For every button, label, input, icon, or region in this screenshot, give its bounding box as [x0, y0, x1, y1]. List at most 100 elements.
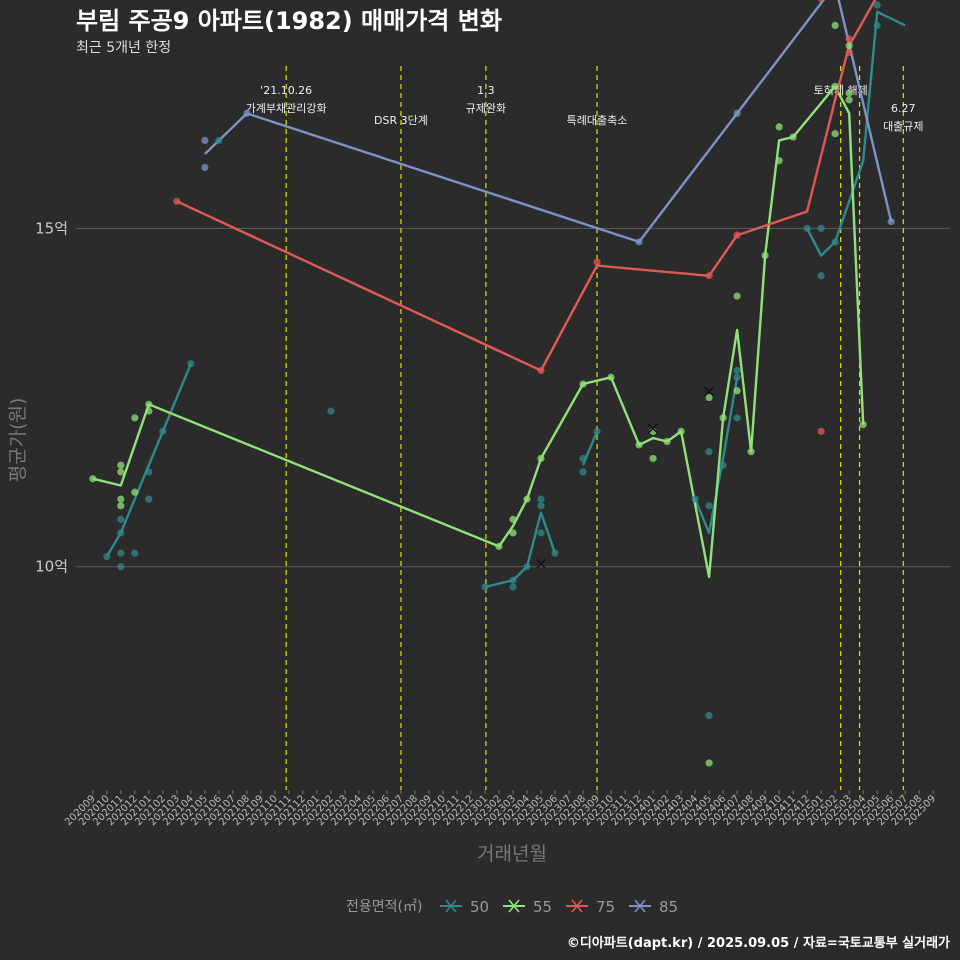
legend-item-55: 55 — [503, 898, 552, 916]
data-point-55 — [117, 495, 125, 503]
data-point-75 — [845, 35, 853, 43]
data-point-55 — [649, 427, 657, 435]
data-point-85 — [635, 238, 643, 246]
data-point-55 — [131, 488, 139, 496]
data-point-50 — [481, 583, 489, 591]
data-point-50 — [705, 448, 713, 456]
x-marker: × — [646, 418, 661, 439]
data-point-55 — [537, 454, 545, 463]
data-point-50 — [691, 495, 699, 503]
data-point-55 — [775, 123, 783, 131]
legend: 전용면적(㎡) 50 55 75 85 — [346, 898, 678, 916]
data-point-50 — [817, 272, 825, 280]
data-point-50 — [187, 360, 195, 368]
data-point-55 — [705, 393, 713, 402]
data-point-85 — [733, 109, 741, 117]
y-tick-label: 15억 — [35, 219, 68, 237]
data-point-50 — [803, 224, 811, 232]
data-point-55 — [719, 414, 727, 422]
data-point-50 — [327, 407, 335, 415]
data-point-55 — [705, 759, 713, 767]
data-point-55 — [845, 89, 853, 97]
legend-item-50: 50 — [440, 898, 489, 916]
data-point-55 — [509, 529, 517, 537]
legend-label: 55 — [533, 898, 552, 916]
data-point-55 — [495, 542, 503, 551]
data-point-55 — [761, 251, 769, 260]
legend-label: 50 — [470, 898, 489, 916]
data-point-55 — [131, 414, 139, 422]
data-point-50 — [831, 238, 839, 246]
event-label: '21.10.26 — [260, 84, 312, 97]
data-point-75 — [537, 366, 545, 375]
data-point-55 — [117, 468, 125, 476]
legend-key-x — [634, 899, 646, 913]
data-point-55 — [733, 292, 741, 300]
series-lines — [92, 0, 906, 589]
x-axis-label: 거래년월 — [477, 843, 547, 865]
legend-item-85: 85 — [629, 898, 678, 916]
data-point-55 — [677, 427, 685, 435]
data-point-55 — [117, 502, 125, 510]
data-point-50 — [537, 529, 545, 537]
legend-label: 75 — [596, 898, 615, 916]
data-point-50 — [873, 1, 881, 9]
x-axis: 2020092020102020112020122021012021022021… — [63, 790, 938, 828]
series-line-85 — [204, 0, 893, 244]
data-point-50 — [117, 515, 125, 523]
data-point-75 — [817, 427, 825, 435]
data-point-50 — [733, 373, 741, 381]
data-point-50 — [733, 366, 741, 375]
chart-subtitle: 최근 5개년 한정 — [76, 40, 171, 56]
data-point-50 — [593, 427, 601, 435]
data-point-50 — [705, 711, 713, 720]
data-point-55 — [831, 130, 839, 138]
legend-items: 50 55 75 85 — [440, 898, 678, 916]
data-point-55 — [789, 133, 797, 141]
event-label: 특례대출축소 — [567, 114, 628, 127]
event-label: 6.27 — [891, 102, 916, 115]
x-marker: × — [702, 381, 717, 402]
data-point-50 — [509, 576, 517, 584]
data-point-75 — [845, 48, 853, 57]
data-point-50 — [579, 454, 587, 463]
data-point-75 — [593, 258, 601, 266]
data-point-55 — [775, 157, 783, 165]
data-point-50 — [733, 414, 741, 422]
legend-title: 전용면적(㎡) — [346, 899, 422, 915]
data-point-55 — [145, 400, 153, 408]
data-point-55 — [117, 461, 125, 469]
data-point-50 — [215, 136, 223, 145]
data-point-55 — [831, 21, 839, 30]
series-line-55 — [92, 85, 865, 579]
chart-caption: ©디아파트(dapt.kr) / 2025.09.05 / 자료=국토교통부 실… — [567, 935, 950, 951]
data-point-50 — [537, 502, 545, 510]
data-point-50 — [117, 549, 125, 557]
event-label: 가계부채관리강화 — [246, 102, 327, 115]
data-point-85 — [201, 136, 209, 145]
chart-title: 부림 주공9 아파트(1982) 매매가격 변화 — [76, 7, 502, 35]
data-point-75 — [817, 0, 825, 2]
data-point-55 — [523, 495, 531, 503]
data-point-85 — [243, 109, 251, 117]
legend-key-x — [445, 899, 457, 913]
data-point-75 — [733, 231, 741, 239]
legend-label: 85 — [659, 898, 678, 916]
data-point-50 — [117, 529, 125, 537]
data-point-75 — [705, 272, 713, 280]
data-point-50 — [131, 549, 139, 557]
data-point-55 — [733, 387, 741, 395]
event-label: 1.3 — [477, 84, 495, 97]
data-point-50 — [523, 563, 531, 571]
event-label: 토허제 해제 — [814, 83, 868, 97]
data-point-50 — [145, 495, 153, 503]
data-point-55 — [845, 42, 853, 50]
data-point-55 — [509, 515, 517, 523]
legend-key-x — [508, 899, 520, 913]
data-point-50 — [509, 583, 517, 591]
data-point-55 — [145, 407, 153, 415]
data-point-85 — [201, 163, 209, 172]
data-point-50 — [705, 502, 713, 510]
legend-item-75: 75 — [566, 898, 615, 916]
